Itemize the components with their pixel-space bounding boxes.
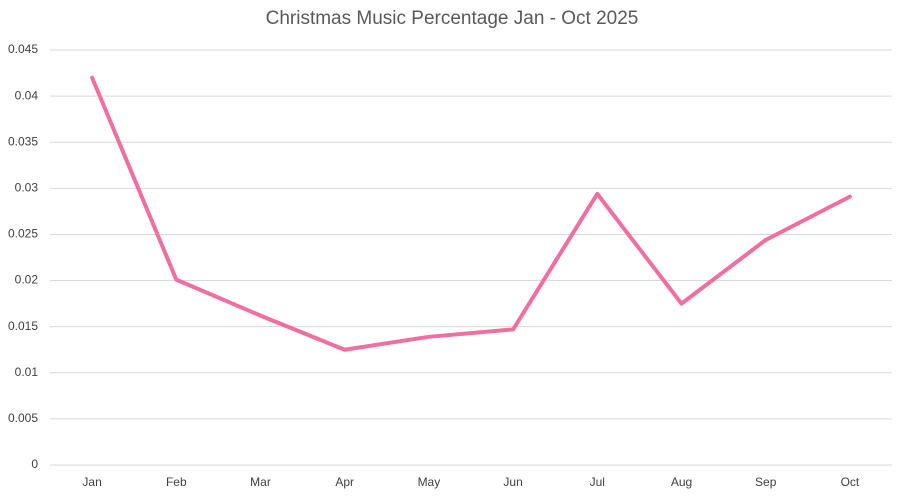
- y-tick-label: 0.045: [8, 42, 38, 56]
- x-tick-label: Mar: [250, 475, 271, 489]
- y-tick-label: 0.01: [15, 365, 39, 379]
- x-tick-label: Jul: [590, 475, 605, 489]
- y-tick-label: 0.025: [8, 227, 38, 241]
- y-tick-label: 0: [31, 457, 38, 471]
- y-tick-label: 0.015: [8, 319, 38, 333]
- x-tick-label: Oct: [841, 475, 860, 489]
- x-tick-label: Apr: [335, 475, 354, 489]
- x-tick-label: Feb: [166, 475, 187, 489]
- x-tick-label: Jan: [82, 475, 101, 489]
- data-line: [90, 75, 852, 352]
- chart-title: Christmas Music Percentage Jan - Oct 202…: [266, 8, 639, 29]
- y-tick-label: 0.035: [8, 134, 38, 148]
- y-tick-label: 0.02: [15, 273, 39, 287]
- x-tick-label: Sep: [755, 475, 777, 489]
- x-tick-label: Aug: [671, 475, 692, 489]
- y-tick-label: 0.005: [8, 411, 38, 425]
- x-tick-label: Jun: [503, 475, 522, 489]
- x-tick-label: May: [418, 475, 441, 489]
- y-tick-label: 0.03: [15, 181, 39, 195]
- y-tick-label: 0.04: [15, 88, 39, 102]
